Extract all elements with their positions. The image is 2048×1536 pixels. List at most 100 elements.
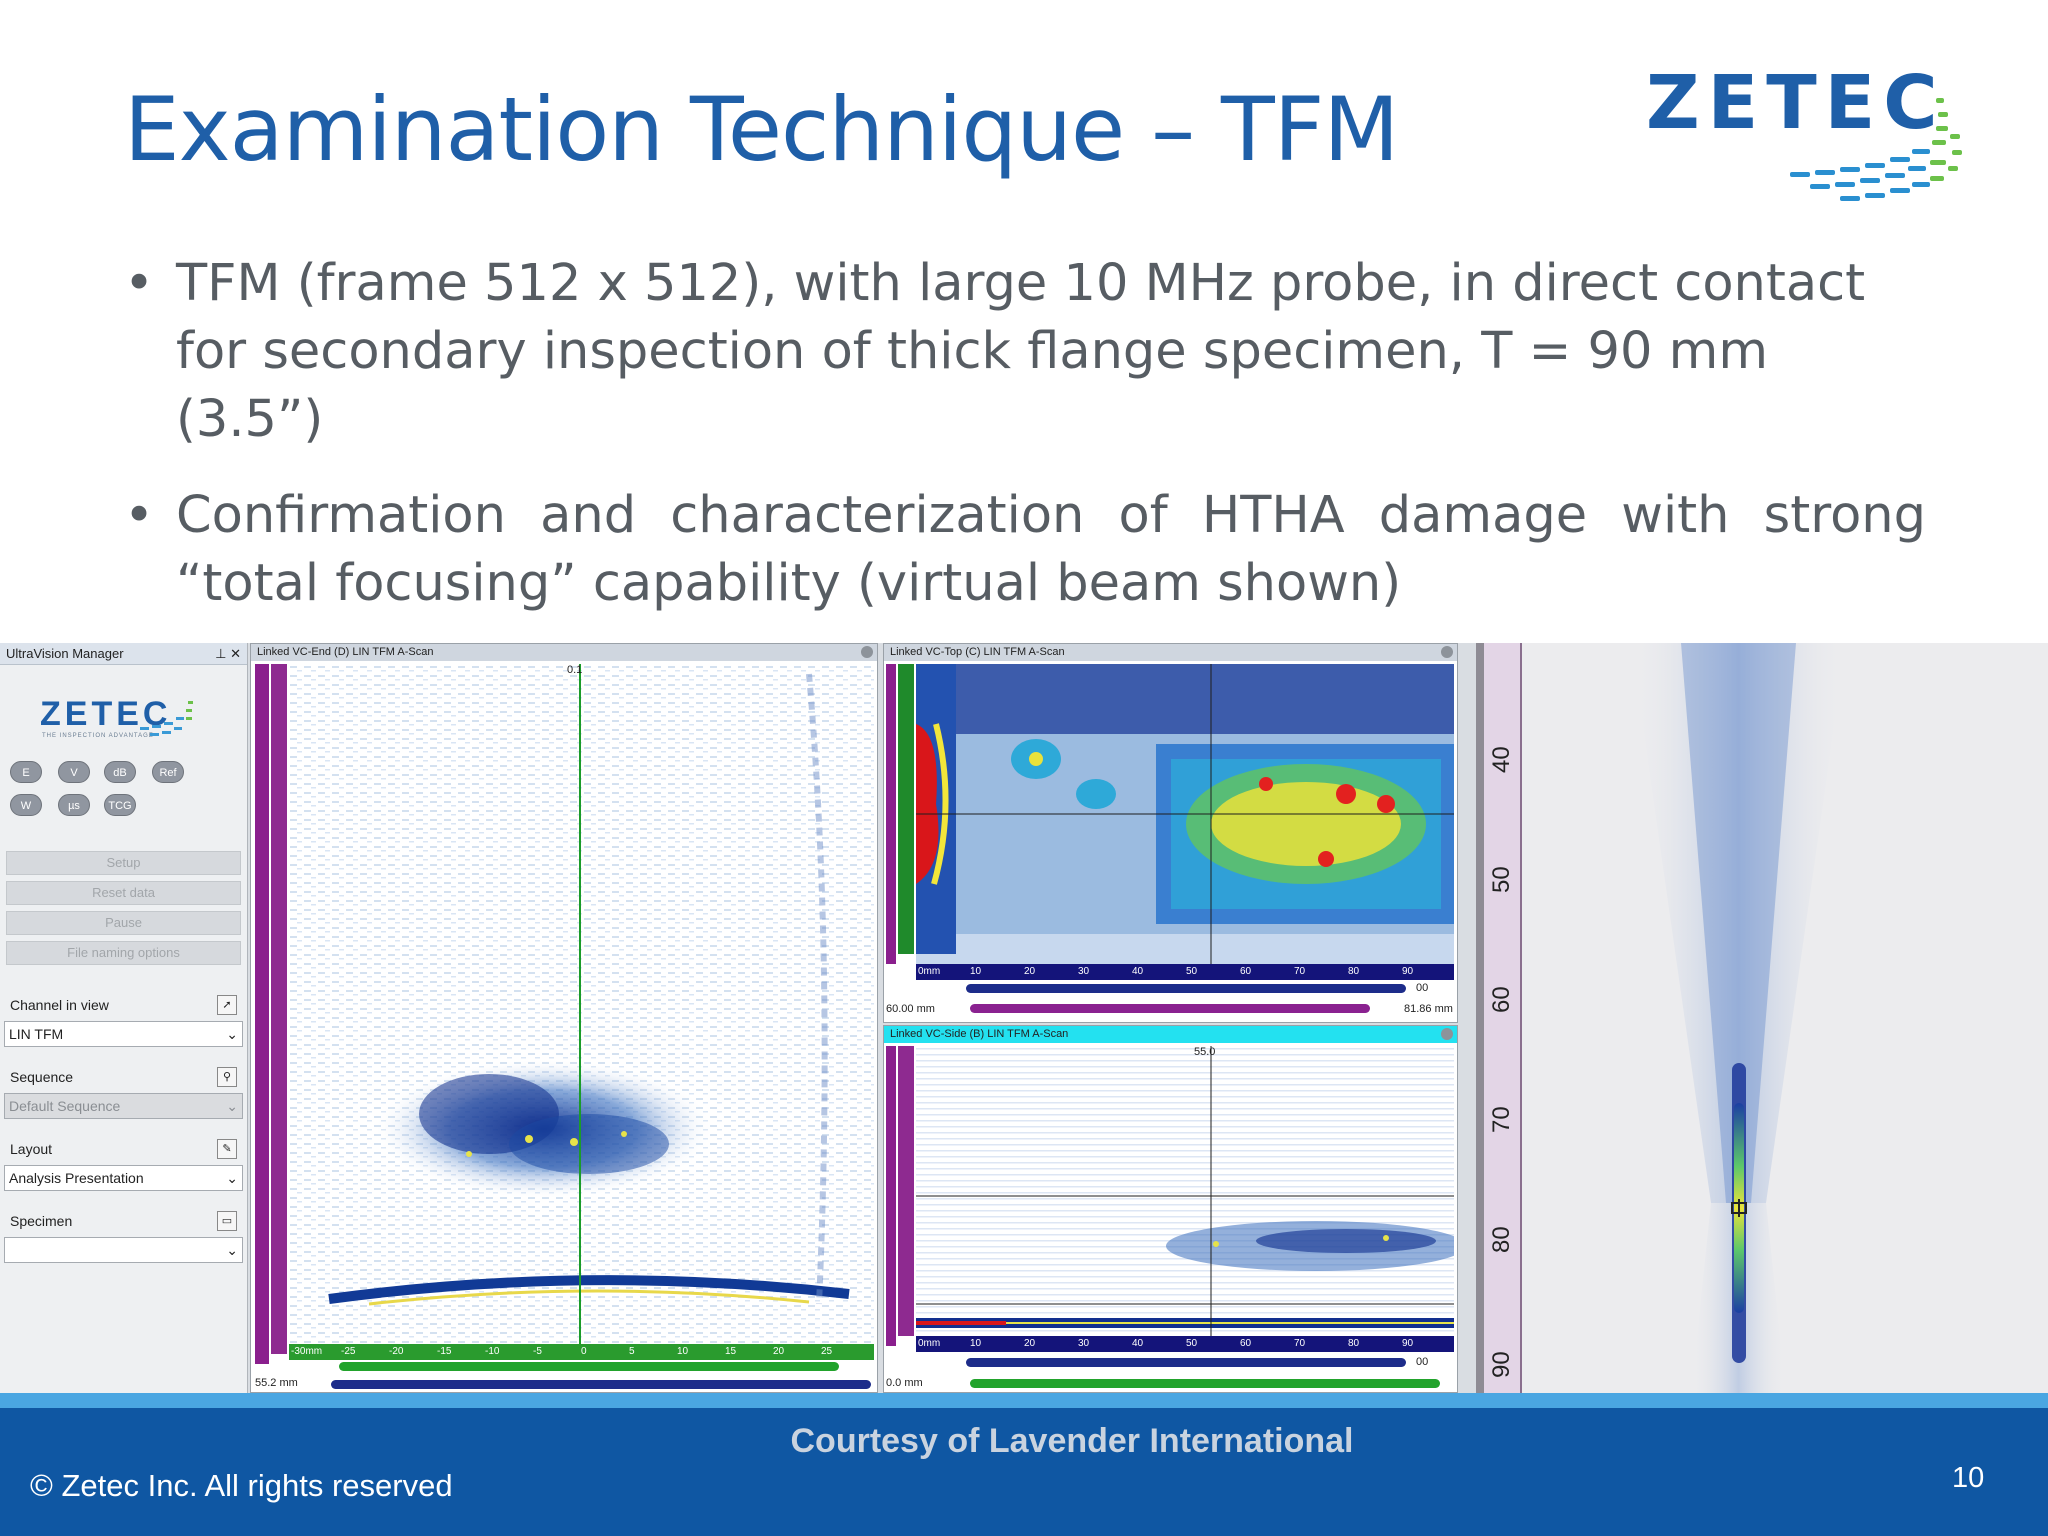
specimen-icon[interactable]: ▭: [217, 1211, 237, 1231]
chevron-down-icon: ⌄: [226, 1242, 238, 1258]
tick-label: -25: [341, 1346, 356, 1357]
tick-label: 50: [1186, 1338, 1198, 1349]
side-view-scrollbar[interactable]: [966, 1358, 1406, 1367]
layout-row: Layout ✎: [10, 1139, 237, 1159]
bullet-text: TFM (frame 512 x 512), with large 10 MHz…: [176, 254, 1866, 449]
top-view-purple-ruler[interactable]: [886, 664, 896, 964]
end-view-footer-value: 55.2 mm: [255, 1377, 298, 1389]
top-view-cscan-image[interactable]: [916, 664, 1454, 964]
end-view-scan-image[interactable]: [289, 664, 874, 1344]
tick-label: 30: [1078, 966, 1090, 977]
manager-actions: Setup Reset data Pause File naming optio…: [0, 851, 247, 1051]
tick-label: 10: [677, 1346, 689, 1357]
beam-ruler-label: 50: [1488, 866, 1515, 893]
channel-in-view-label: Channel in view: [10, 997, 109, 1013]
file-naming-options-button[interactable]: File naming options: [6, 941, 241, 965]
layout-select[interactable]: Analysis Presentation ⌄: [4, 1165, 243, 1191]
zetec-logo: ZETEC: [1640, 60, 1990, 220]
top-view-range-slider[interactable]: [970, 1004, 1370, 1013]
ultravision-manager-panel: UltraVision Manager ⊥ ✕ ZETEC THE INSPEC…: [0, 643, 248, 1393]
pill-us-button[interactable]: µs: [58, 794, 90, 816]
tick-label: 20: [1024, 1338, 1036, 1349]
tick-label: 15: [725, 1346, 737, 1357]
top-view-panel[interactable]: Linked VC-Top (C) LIN TFM A-Scan 0mm 10: [883, 643, 1458, 1023]
end-view-scrollbar[interactable]: [331, 1380, 871, 1389]
tick-label: -10: [485, 1346, 500, 1357]
side-view-panel[interactable]: Linked VC-Side (B) LIN TFM A-Scan 55.0: [883, 1025, 1458, 1393]
manager-title: UltraVision Manager: [6, 646, 124, 661]
layout-value: Analysis Presentation: [9, 1170, 144, 1186]
pill-tcg-button[interactable]: TCG: [104, 794, 136, 816]
manager-logo-swoosh-icon: [140, 701, 193, 736]
slide-title: Examination Technique – TFM: [124, 78, 1399, 181]
tick-label: 25: [821, 1346, 833, 1357]
sequence-label: Sequence: [10, 1069, 74, 1085]
top-view-bottom-right: 00: [1416, 982, 1429, 994]
tick-label: 40: [1132, 966, 1144, 977]
side-view-bscan-image[interactable]: [916, 1046, 1454, 1336]
side-view-title: Linked VC-Side (B) LIN TFM A-Scan: [884, 1026, 1457, 1043]
tick-label: 80: [1348, 966, 1360, 977]
end-view-bottom-ruler[interactable]: -30mm -25 -20 -15 -10 -5 0 5 10 15 20 25: [289, 1344, 874, 1360]
tick-label: 20: [773, 1346, 785, 1357]
end-view-scroll-green[interactable]: [339, 1362, 839, 1371]
bullet-marker: •: [124, 486, 155, 545]
pill-e-button[interactable]: E: [10, 761, 42, 783]
panel-close-icon[interactable]: [1441, 646, 1453, 658]
pill-ref-button[interactable]: Ref: [152, 761, 184, 783]
panel-close-icon[interactable]: [1441, 1028, 1453, 1040]
top-view-bottom-ruler[interactable]: 0mm 10 20 30 40 50 60 70 80 90: [916, 964, 1454, 980]
tick-label: 0mm: [918, 1338, 941, 1349]
tick-label: 40: [1132, 1338, 1144, 1349]
top-view-green-ruler[interactable]: [898, 664, 914, 954]
sequence-select[interactable]: Default Sequence ⌄: [4, 1093, 243, 1119]
chevron-down-icon: ⌄: [226, 1098, 238, 1114]
pill-v-button[interactable]: V: [58, 761, 90, 783]
setup-button[interactable]: Setup: [6, 851, 241, 875]
top-view-range-start: 60.00 mm: [886, 1003, 935, 1015]
layout-edit-icon[interactable]: ✎: [217, 1139, 237, 1159]
tick-label: -30mm: [291, 1346, 323, 1357]
side-view-depth-ruler[interactable]: [898, 1046, 914, 1336]
tick-label: 20: [1024, 966, 1036, 977]
ultravision-screenshot: UltraVision Manager ⊥ ✕ ZETEC THE INSPEC…: [0, 643, 2048, 1393]
close-icon[interactable]: ✕: [230, 646, 241, 661]
virtual-beam-panel[interactable]: 40 50 60 70 80 90: [1476, 643, 2048, 1393]
panel-close-icon[interactable]: [861, 646, 873, 658]
tick-label: 80: [1348, 1338, 1360, 1349]
channel-in-view-select[interactable]: LIN TFM ⌄: [4, 1021, 243, 1047]
side-view-range-slider[interactable]: [970, 1379, 1440, 1388]
tick-label: 60: [1240, 966, 1252, 977]
bullet-list: • TFM (frame 512 x 512), with large 10 M…: [124, 250, 1926, 646]
top-view-scrollbar[interactable]: [966, 984, 1406, 993]
end-view-panel[interactable]: Linked VC-End (D) LIN TFM A-Scan: [250, 643, 878, 1393]
tick-label: -5: [533, 1346, 542, 1357]
channel-pointer-icon[interactable]: ➚: [217, 995, 237, 1015]
beam-ruler-label: 80: [1488, 1226, 1515, 1253]
pill-db-button[interactable]: dB: [104, 761, 136, 783]
side-view-bottom-ruler[interactable]: 0mm 10 20 30 40 50 60 70 80 90: [916, 1336, 1454, 1352]
tick-label: 90: [1402, 1338, 1414, 1349]
side-view-bottom-right: 00: [1416, 1356, 1429, 1368]
manager-logo-tagline: THE INSPECTION ADVANTAGE: [42, 733, 154, 739]
end-view-purple-ruler[interactable]: [255, 664, 269, 1364]
tick-label: 60: [1240, 1338, 1252, 1349]
chevron-down-icon: ⌄: [226, 1170, 238, 1186]
end-view-cursor-value: 0.1: [567, 664, 583, 676]
sequence-search-icon[interactable]: ⚲: [217, 1067, 237, 1087]
beam-depth-ruler[interactable]: 40 50 60 70 80 90: [1476, 643, 1522, 1393]
specimen-select[interactable]: ⌄: [4, 1237, 243, 1263]
end-view-depth-ruler[interactable]: [271, 664, 287, 1354]
specimen-label: Specimen: [10, 1213, 73, 1229]
pill-w-button[interactable]: W: [10, 794, 42, 816]
tick-label: 50: [1186, 966, 1198, 977]
pin-icon[interactable]: ⊥: [215, 646, 227, 661]
sequence-value: Default Sequence: [9, 1098, 121, 1114]
manager-title-controls: ⊥ ✕: [215, 646, 241, 661]
bullet-text: Confirmation and characterization of HTH…: [176, 486, 1926, 613]
pause-button[interactable]: Pause: [6, 911, 241, 935]
reset-data-button[interactable]: Reset data: [6, 881, 241, 905]
side-view-purple-ruler[interactable]: [886, 1046, 896, 1346]
virtual-beam-image[interactable]: [1526, 643, 2046, 1393]
bullet-marker: •: [124, 254, 155, 313]
